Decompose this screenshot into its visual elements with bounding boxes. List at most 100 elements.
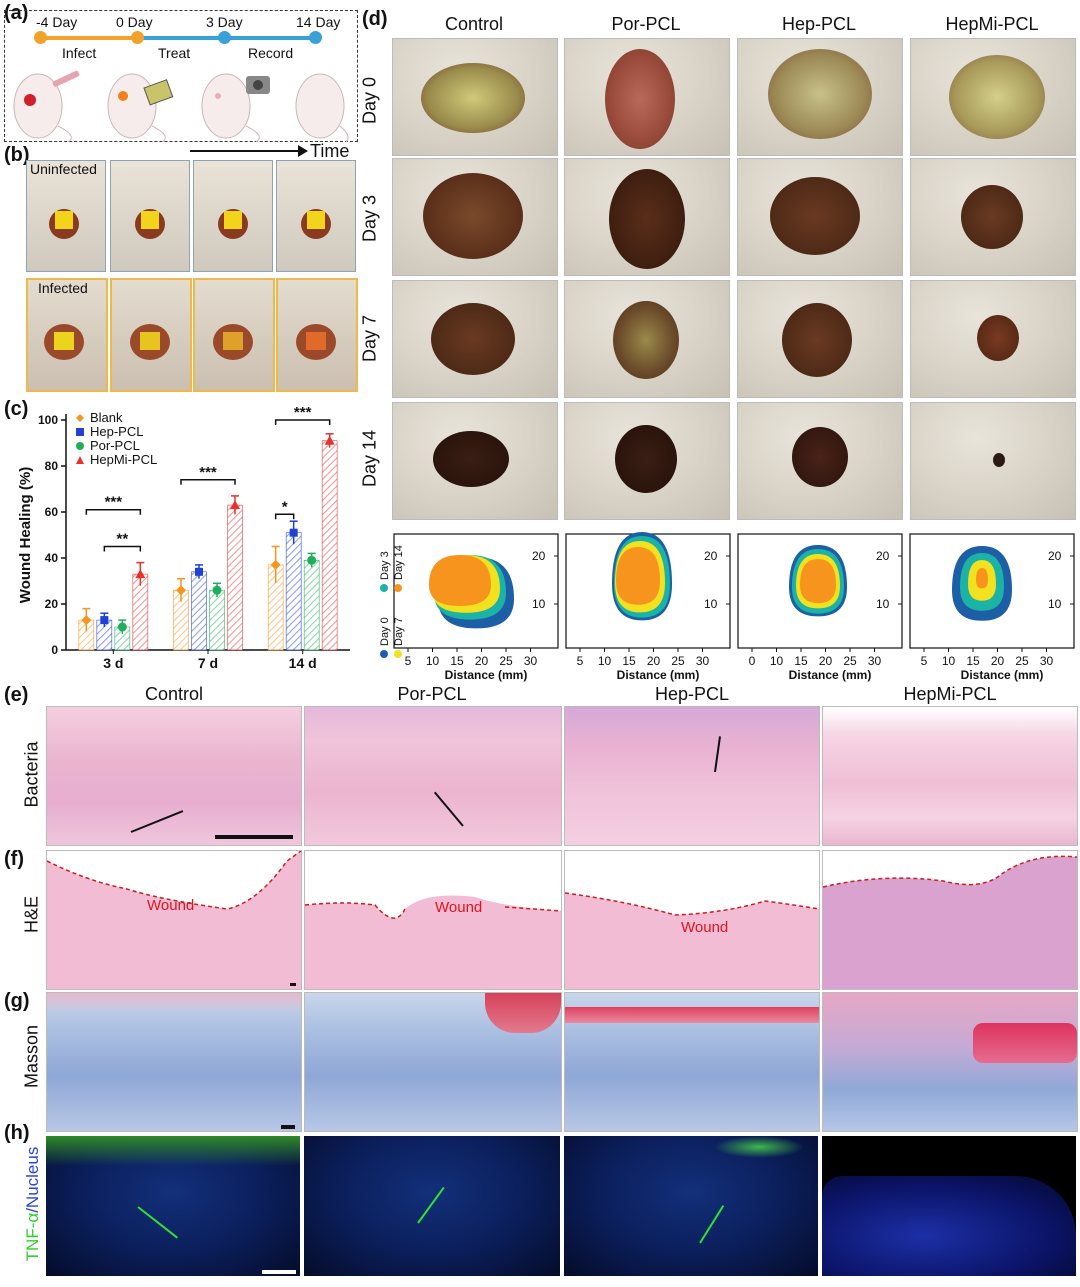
panel-a-label: (a): [4, 2, 29, 24]
legend-label: Blank: [90, 410, 123, 425]
uninfected-photo-4: [276, 160, 356, 272]
contour-day-3: [616, 547, 660, 605]
panel-b-label: (b): [4, 144, 30, 166]
wound-photo-hep-day7: [737, 280, 903, 398]
contour-y-tick-label: 20: [704, 549, 718, 563]
infected-photo-2: [110, 278, 192, 392]
data-point: [135, 569, 146, 579]
wound-photo-por-day0: [564, 38, 730, 156]
bar: [321, 440, 338, 651]
uninfected-photo-2: [110, 160, 190, 272]
contour-x-tick-label: 0: [749, 654, 756, 668]
tnf-image-hep-pcl: [564, 1136, 818, 1276]
contour-x-tick-label: 30: [524, 654, 538, 668]
legend-label: Por-PCL: [90, 438, 140, 453]
bacteria-image-por-pcl: [304, 706, 562, 846]
y-axis-label: Wound Healing (%): [17, 467, 34, 603]
panel-d-label: (d): [362, 8, 388, 30]
bar: [285, 532, 302, 651]
mouse-icon-3: [201, 73, 270, 142]
masson-image-por-pcl: [304, 992, 562, 1132]
contour-day-3: [976, 568, 988, 589]
contour-x-tick-label: 5: [405, 654, 412, 668]
e-col-control: Control: [144, 684, 204, 704]
bar: [209, 589, 225, 651]
wound-photo-hepmi-day7: [910, 280, 1076, 398]
y-tick-label: 0: [51, 643, 58, 657]
legend-dot: [394, 584, 402, 592]
x-tick-label: 14 d: [289, 655, 317, 671]
d-col-hepmi-pcl: HepMi-PCL: [945, 14, 1039, 34]
time-axis-arrowhead: [298, 145, 308, 157]
timeline-phase-treat: Treat: [158, 45, 191, 61]
contour-x-tick-label: 20: [475, 654, 489, 668]
timeline-point-4: 14 Day: [296, 14, 341, 30]
contour-x-tick-label: 15: [450, 654, 464, 668]
data-point: [324, 435, 335, 445]
data-point: [307, 555, 317, 565]
contour-x-tick-label: 25: [843, 654, 857, 668]
wound-photo-por-day7: [564, 280, 730, 398]
contour-x-tick-label: 10: [426, 654, 440, 668]
wound-photo-control-day3: [392, 158, 558, 276]
contour-legend: Day 0 Day 3 Day 7 Day 14: [379, 545, 405, 658]
panel-g-label: (g): [4, 990, 30, 1012]
he-image-hepmi-pcl: [822, 850, 1078, 990]
mouse-icon-2: [107, 73, 174, 142]
legend-dot: [394, 650, 402, 658]
timeline-frame: [4, 10, 358, 142]
d-row-day7: Day 7: [359, 314, 380, 363]
contour-x-label: Distance (mm): [961, 668, 1044, 682]
contour-x-tick-label: 30: [1040, 654, 1054, 668]
data-point: [230, 500, 240, 510]
mouse-icon-1: [13, 70, 80, 142]
significance-label: *: [282, 498, 288, 515]
e-col-hepmi-pcl: HepMi-PCL: [903, 684, 997, 704]
timeline-point-1: -4 Day: [36, 14, 78, 30]
infected-label: Infected: [38, 280, 88, 296]
panel-e-label: (e): [4, 684, 29, 706]
contour-y-tick-label: 10: [704, 597, 718, 611]
mouse-icon-4: [295, 73, 349, 142]
he-image-por-pcl: Wound: [304, 850, 562, 990]
infected-photo-1: [26, 278, 108, 392]
legend-marker: [76, 456, 84, 464]
contour-x-tick-label: 30: [868, 654, 882, 668]
significance-bracket: [85, 508, 142, 515]
he-image-hep-pcl: Wound: [564, 850, 820, 990]
contour-y-tick-label: 10: [876, 597, 890, 611]
wound-photo-hep-day3: [737, 158, 903, 276]
e-col-hep-pcl: Hep-PCL: [654, 684, 730, 704]
tnf-image-hepmi-pcl: [822, 1136, 1076, 1276]
legend-marker: [76, 428, 84, 436]
legend-marker: [76, 414, 84, 422]
contour-x-tick-label: 15: [966, 654, 980, 668]
legend-label: Day 14: [393, 545, 405, 580]
bacteria-image-hepmi-pcl: [822, 706, 1078, 846]
data-point: [270, 559, 281, 570]
significance-label: ***: [199, 464, 217, 481]
bacteria-image-control: [46, 706, 302, 846]
contour-y-tick-label: 20: [532, 549, 546, 563]
row-label-masson: Masson: [21, 1024, 42, 1089]
bar: [227, 504, 243, 651]
legend-marker: [76, 442, 84, 450]
contour-x-tick-label: 30: [696, 654, 710, 668]
wound-photo-por-day14: [564, 402, 730, 520]
bacteria-image-hep-pcl: [564, 706, 820, 846]
wound-photo-hepmi-day14: [910, 402, 1076, 520]
masson-image-hepmi-pcl: [822, 992, 1078, 1132]
panel-f-label: (f): [4, 848, 24, 870]
contour-y-tick-label: 10: [1048, 597, 1062, 611]
y-tick-label: 40: [45, 551, 59, 565]
row-label-bacteria: Bacteria: [21, 741, 42, 808]
wound-healing-bar-chart: 0 20 40 60 80 100 Wound Healing (%) 3 d 7 d 14 d *…: [17, 404, 350, 671]
tnf-image-por-pcl: [304, 1136, 560, 1276]
data-point: [81, 615, 92, 626]
masson-image-hep-pcl: [564, 992, 820, 1132]
bar: [191, 571, 207, 651]
contour-x-tick-label: 10: [598, 654, 612, 668]
contour-day-3: [800, 559, 836, 604]
contour-x-tick-label: 10: [770, 654, 784, 668]
